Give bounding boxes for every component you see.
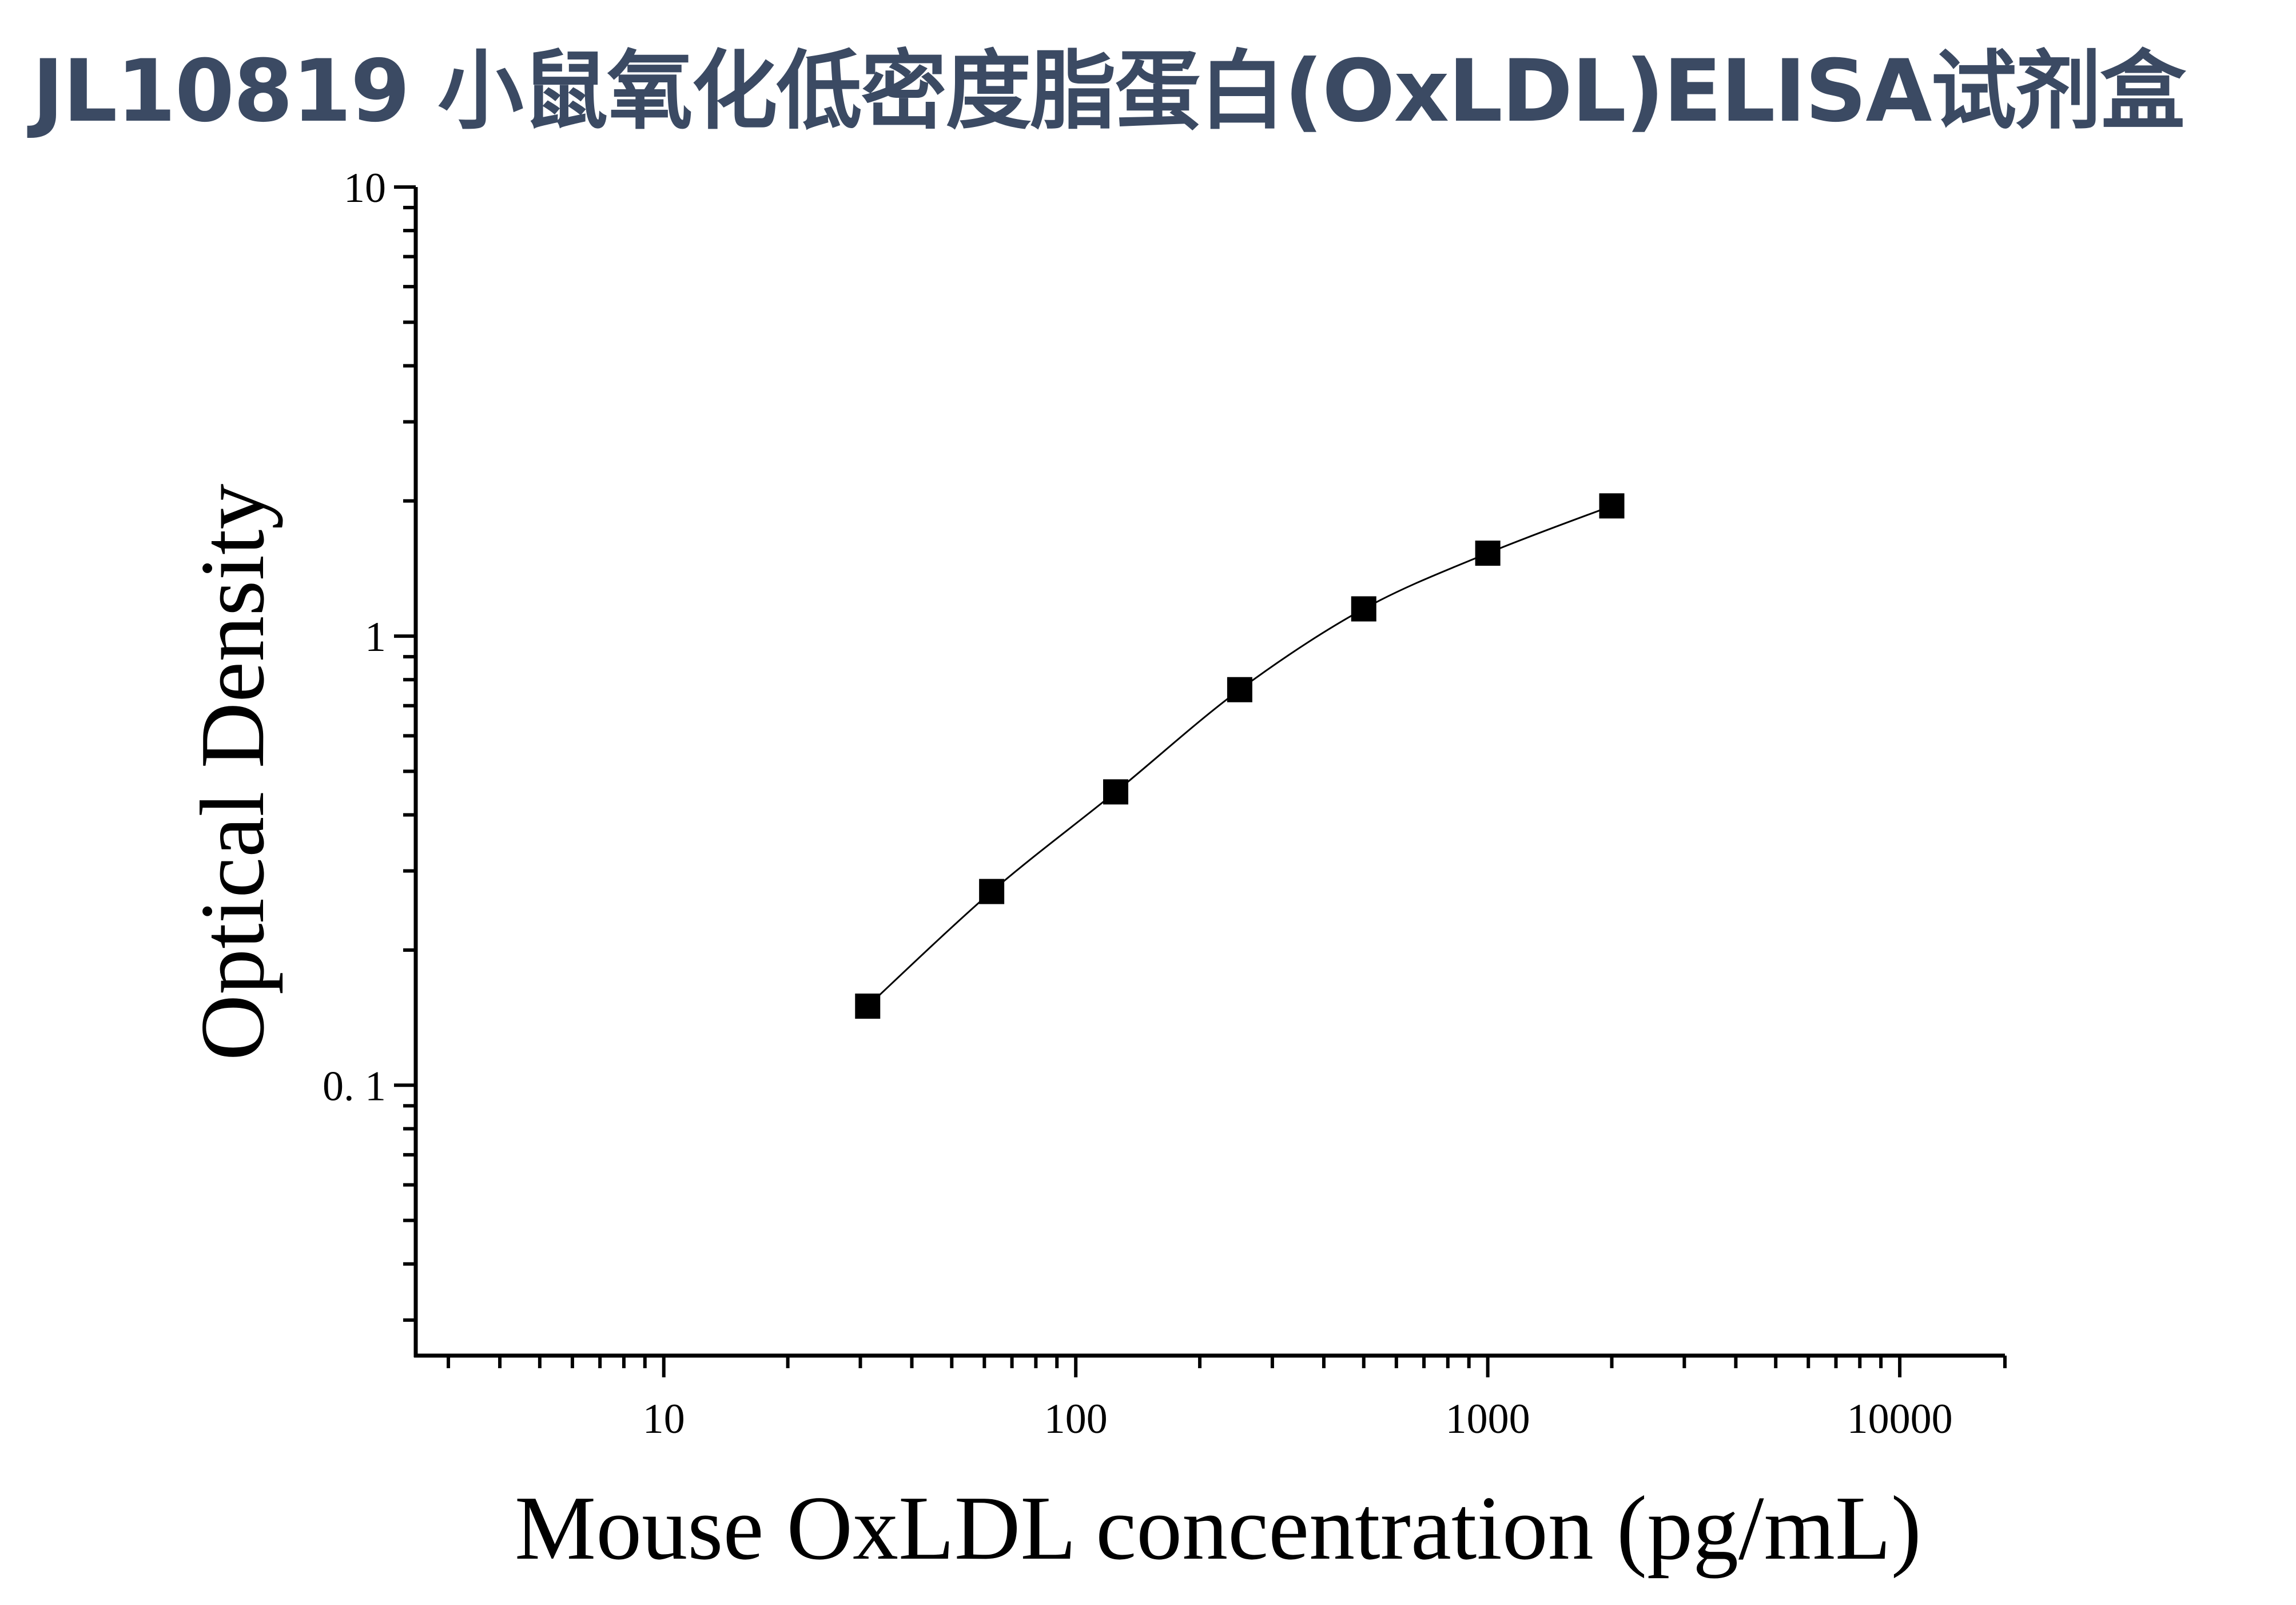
data-point [1227, 677, 1252, 702]
x-tick-label: 1000 [1446, 1396, 1530, 1443]
data-points [855, 493, 1625, 1019]
fit-curve-path [867, 505, 1613, 1007]
chart-title: JL10819 小鼠氧化低密度脂蛋白(OxLDL)ELISA试剂盒 [32, 42, 2186, 141]
data-point [1599, 493, 1625, 519]
axes: 10 100 1000 10000 10 1 0. 1 [323, 165, 2007, 1443]
data-point [855, 994, 881, 1019]
y-tick-label: 0. 1 [323, 1063, 386, 1110]
data-point [1351, 596, 1376, 622]
data-point [1475, 541, 1501, 566]
x-tick-label: 10000 [1847, 1396, 1953, 1443]
data-point [1103, 779, 1129, 805]
y-axis-label: Optical Density [181, 484, 283, 1061]
y-tick-label: 1 [365, 614, 386, 661]
x-axis-label: Mouse OxLDL concentration (pg/mL) [515, 1477, 1921, 1579]
x-tick-label: 10 [643, 1396, 685, 1443]
fit-curve [867, 505, 1613, 1007]
x-tick-label: 100 [1044, 1396, 1108, 1443]
data-point [979, 879, 1005, 904]
y-tick-label: 10 [344, 165, 386, 212]
